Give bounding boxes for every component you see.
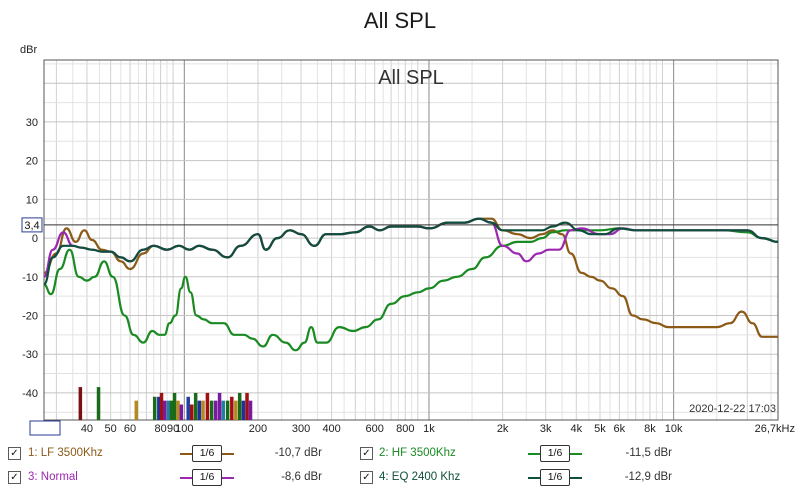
checkbox-series-3[interactable]: ✓ [8, 471, 21, 484]
x-tick-label: 10k [665, 423, 683, 435]
legend-offset: -12,9 dBr [624, 471, 672, 483]
x-start-box[interactable] [29, 420, 61, 436]
x-tick-label: 400 [322, 423, 340, 435]
legend-name: 2: HF 3500Khz [379, 447, 456, 459]
legend-name: 4: EQ 2400 Khz [379, 471, 461, 483]
series-lines [42, 217, 779, 352]
marker-bar [221, 400, 226, 420]
marker-bar [234, 400, 238, 420]
plot-title: All SPL [378, 67, 444, 89]
x-tick-label: 8k [644, 423, 656, 435]
x-tick-label: 90 [167, 423, 179, 435]
x-tick-label: 100 [175, 423, 193, 435]
marker-bar [134, 400, 139, 420]
timestamp: 2020-12-22 17:03 [689, 403, 776, 415]
marker-bar [186, 396, 190, 420]
legend-name: 3: Normal [28, 471, 78, 483]
marker-bar [190, 404, 194, 420]
x-tick-label: 80 [154, 423, 166, 435]
x-tick-label: 4k [570, 423, 582, 435]
marker-bar [245, 392, 249, 420]
x-tick-label: 600 [366, 423, 384, 435]
smoothing-value: 1/6 [192, 445, 222, 462]
legend-row: ✓ 3: Normal 1/6 -8,6 dBr ✓ 4: EQ 2400 Kh… [0, 468, 800, 488]
x-tick-label: 2k [497, 423, 509, 435]
checkbox-series-1[interactable]: ✓ [8, 447, 21, 460]
marker-bar [209, 400, 214, 420]
marker-bar [241, 400, 246, 420]
x-tick-label: 50 [105, 423, 117, 435]
marker-bar [217, 392, 222, 420]
marker-bar [152, 396, 157, 420]
marker-bar [237, 392, 242, 420]
x-tick-label: 3k [540, 423, 552, 435]
y-tick-label: 10 [26, 194, 38, 206]
marker-bar [201, 400, 205, 420]
x-tick-label: 200 [249, 423, 267, 435]
smoothing-control[interactable]: 1/6 [528, 469, 582, 487]
y-axis-label: dBr [20, 44, 37, 56]
page-title: All SPL [363, 8, 437, 33]
y-tick-label: 30 [26, 117, 38, 129]
y-tick-label: 0 [32, 233, 38, 245]
y-tick-label: -30 [22, 349, 38, 361]
marker-bar [159, 392, 164, 420]
smoothing-control[interactable]: 1/6 [180, 469, 234, 487]
y-tick-label: -40 [22, 388, 38, 400]
smoothing-value: 1/6 [192, 469, 222, 486]
marker-bar [205, 392, 210, 420]
checkbox-series-2[interactable]: ✓ [360, 447, 373, 460]
x-tick-label: 800 [396, 423, 414, 435]
series-line [42, 217, 779, 286]
marker-bar [197, 400, 202, 420]
marker-bar [169, 400, 174, 420]
marker-bar [78, 387, 83, 420]
smoothing-value: 1/6 [540, 445, 570, 462]
legend-offset: -8,6 dBr [281, 471, 322, 483]
legend-row: ✓ 1: LF 3500Khz 1/6 -10,7 dBr ✓ 2: HF 35… [0, 444, 800, 464]
smoothing-control[interactable]: 1/6 [528, 445, 582, 463]
grid-major [44, 60, 778, 420]
x-tick-label: 6k [614, 423, 626, 435]
checkbox-series-4[interactable]: ✓ [360, 471, 373, 484]
cursor-value-box[interactable] [21, 217, 43, 233]
marker-bar [176, 400, 180, 420]
marker-bar [96, 387, 101, 420]
y-tick-labels: 30 20 10 0 -10 -20 -30 -40 [22, 117, 38, 400]
smoothing-control[interactable]: 1/6 [180, 445, 234, 463]
legend-name: 1: LF 3500Khz [28, 447, 103, 459]
marker-bars [78, 387, 253, 420]
y-tick-label: 20 [26, 156, 38, 168]
plot-frame [43, 59, 779, 421]
x-tick-label: 300 [292, 423, 310, 435]
cursor-value-label: 3,4 [24, 220, 39, 232]
legend-offset: -11,5 dBr [625, 447, 672, 459]
legend-offset: -10,7 dBr [274, 447, 322, 459]
x-tick-label: 5k [594, 423, 606, 435]
marker-bar [166, 400, 171, 420]
x-tick-label: 1k [423, 423, 435, 435]
marker-bar [213, 400, 218, 420]
grid-minor [44, 60, 778, 420]
marker-bar [230, 396, 234, 420]
x-tick-label: 40 [81, 423, 93, 435]
marker-bar [179, 404, 184, 420]
smoothing-value: 1/6 [540, 469, 570, 486]
marker-bar [163, 400, 167, 420]
x-tick-label: 60 [124, 423, 136, 435]
marker-bar [172, 392, 177, 420]
marker-bar [248, 400, 253, 420]
marker-bar [193, 392, 198, 420]
x-tick-label: 26,7kHz [755, 423, 795, 435]
marker-bar [157, 396, 161, 420]
y-tick-label: -10 [22, 272, 38, 284]
marker-bar [225, 400, 230, 420]
x-tick-labels: 26,7040506080901002003004006008001k2k3k4… [30, 423, 795, 435]
y-tick-label: -20 [22, 310, 38, 322]
